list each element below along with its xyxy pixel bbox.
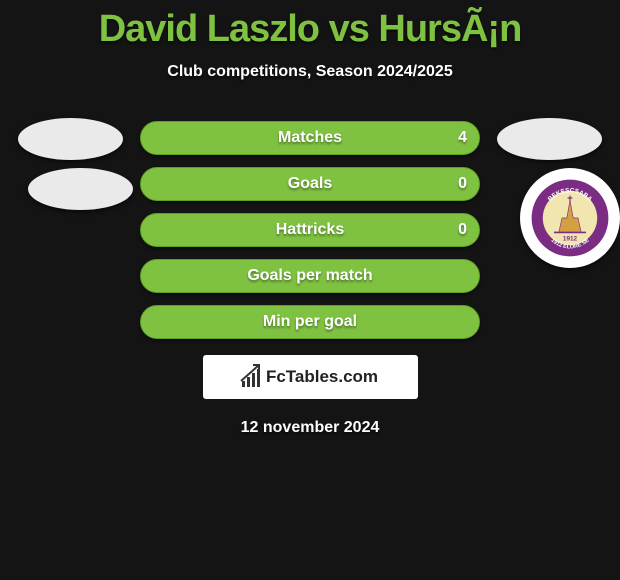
player1-name: David Laszlo <box>99 8 319 50</box>
svg-text:BEKESCSABA: BEKESCSABA <box>547 187 594 203</box>
stat-label: Goals per match <box>247 267 372 285</box>
fctables-chart-icon <box>242 367 260 387</box>
footer-date: 12 november 2024 <box>0 419 620 437</box>
stats-bars: Matches 4 Goals 0 Hattricks 0 Goals per … <box>140 121 480 339</box>
subtitle: Club competitions, Season 2024/2025 <box>0 63 620 81</box>
badge-text-top: BEKESCSABA <box>547 187 594 203</box>
stat-right-value: 4 <box>458 129 467 147</box>
stat-label: Matches <box>278 129 342 147</box>
stat-bar-hattricks: Hattricks 0 <box>140 213 480 247</box>
player-avatar-placeholder <box>497 118 602 160</box>
club-avatar-placeholder <box>28 168 133 210</box>
stat-bar-matches: Matches 4 <box>140 121 480 155</box>
right-avatar-holder: BEKESCSABA 1912 ELORE SE 1912 <box>510 118 610 218</box>
svg-text:1912 ELORE SE: 1912 ELORE SE <box>550 237 591 250</box>
stat-bar-goals-per-match: Goals per match <box>140 259 480 293</box>
club-badge-icon: BEKESCSABA 1912 ELORE SE 1912 <box>530 178 610 258</box>
comparison-title: David Laszlo vs HursÃ¡n <box>0 0 620 51</box>
club-badge: BEKESCSABA 1912 ELORE SE 1912 <box>520 168 620 268</box>
stat-bar-goals: Goals 0 <box>140 167 480 201</box>
stat-right-value: 0 <box>458 221 467 239</box>
vs-text: vs <box>329 8 369 50</box>
stat-bar-min-per-goal: Min per goal <box>140 305 480 339</box>
stat-label: Min per goal <box>263 313 357 331</box>
stat-label: Goals <box>288 175 332 193</box>
badge-text-bottom: 1912 ELORE SE <box>550 237 591 250</box>
branding-text: FcTables.com <box>266 367 378 387</box>
player2-name: HursÃ¡n <box>378 8 521 50</box>
left-avatar-holder <box>10 118 110 218</box>
branding-box: FcTables.com <box>203 355 418 399</box>
stat-right-value: 0 <box>458 175 467 193</box>
badge-year: 1912 <box>563 235 578 242</box>
stat-label: Hattricks <box>276 221 344 239</box>
player-avatar-placeholder <box>18 118 123 160</box>
